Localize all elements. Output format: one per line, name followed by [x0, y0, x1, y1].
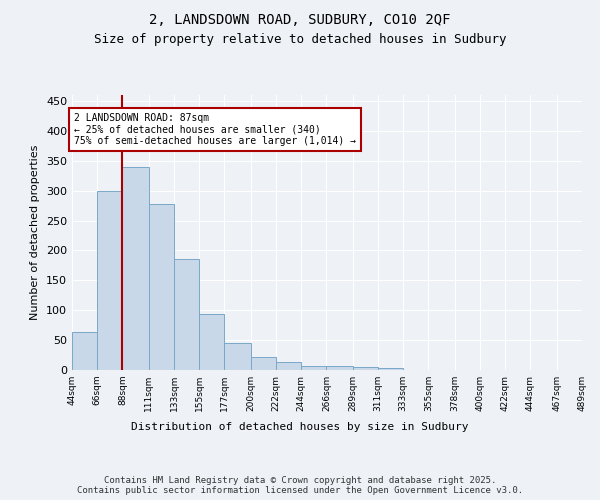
- Bar: [353, 367, 378, 370]
- Bar: [199, 314, 224, 370]
- Bar: [251, 357, 276, 370]
- Bar: [72, 332, 97, 370]
- Bar: [224, 343, 251, 370]
- Text: 2 LANDSDOWN ROAD: 87sqm
← 25% of detached houses are smaller (340)
75% of semi-d: 2 LANDSDOWN ROAD: 87sqm ← 25% of detache…: [74, 113, 356, 146]
- Bar: [301, 366, 326, 370]
- Bar: [122, 166, 149, 370]
- Text: Size of property relative to detached houses in Sudbury: Size of property relative to detached ho…: [94, 32, 506, 46]
- Text: Distribution of detached houses by size in Sudbury: Distribution of detached houses by size …: [131, 422, 469, 432]
- Bar: [378, 368, 403, 370]
- Text: 2, LANDSDOWN ROAD, SUDBURY, CO10 2QF: 2, LANDSDOWN ROAD, SUDBURY, CO10 2QF: [149, 12, 451, 26]
- Bar: [326, 366, 353, 370]
- Bar: [149, 204, 174, 370]
- Bar: [174, 260, 199, 370]
- Y-axis label: Number of detached properties: Number of detached properties: [31, 145, 40, 320]
- Bar: [276, 362, 301, 370]
- Bar: [97, 190, 122, 370]
- Text: Contains HM Land Registry data © Crown copyright and database right 2025.
Contai: Contains HM Land Registry data © Crown c…: [77, 476, 523, 495]
